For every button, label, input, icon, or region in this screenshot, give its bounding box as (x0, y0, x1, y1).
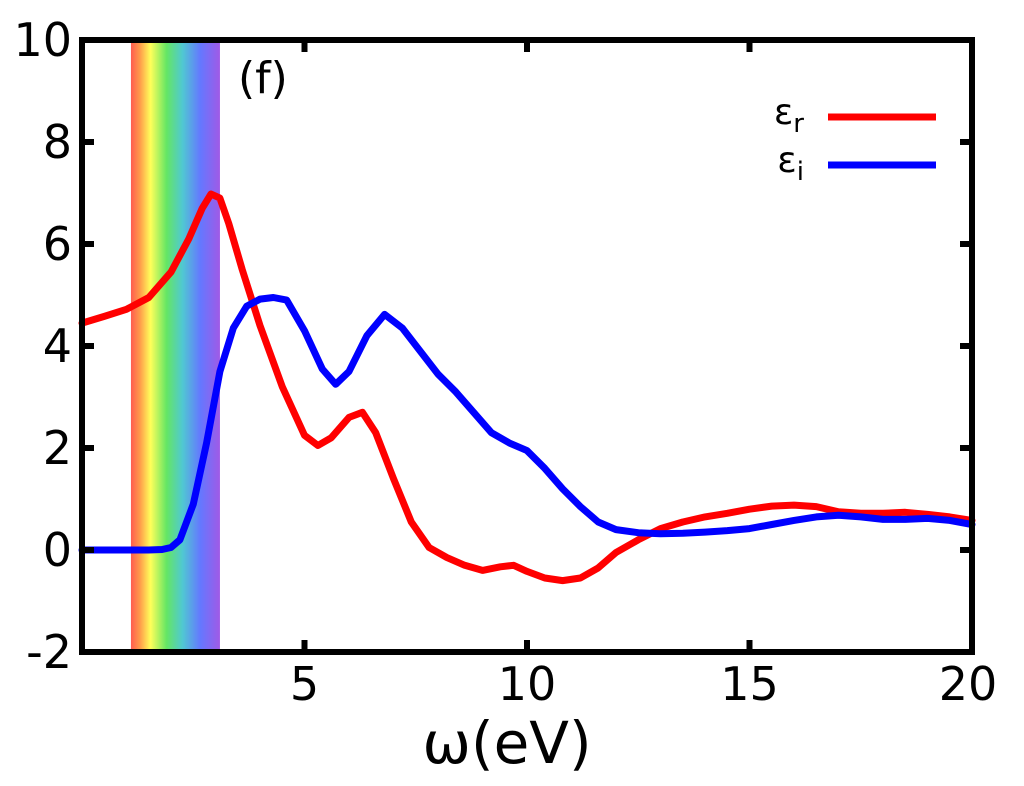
x-tick-label: 15 (720, 657, 779, 711)
series-line-er (78, 190, 976, 585)
legend: εr εi (774, 92, 936, 187)
x-axis-label: ω(eV) (422, 709, 591, 777)
x-tick-label: 10 (498, 657, 557, 711)
visible-spectrum-band (130, 40, 220, 652)
series-layer (78, 190, 976, 585)
labels-layer: -2 0 2 4 6 8 10 5 10 15 20 (13, 13, 997, 711)
y-tick-label: 10 (13, 13, 72, 67)
y-tick-label: 4 (43, 319, 72, 373)
legend-label-er: εr (774, 92, 804, 139)
panel-label: (f) (238, 53, 288, 104)
y-tick-label: 8 (43, 115, 72, 169)
x-tick-label: 5 (290, 657, 319, 711)
y-tick-label: 2 (43, 421, 72, 475)
series-line-ei (78, 294, 976, 554)
plot-frame (79, 37, 975, 655)
y-tick-label: -2 (26, 625, 72, 679)
x-tick-label: 20 (939, 657, 998, 711)
y-tick-label: 6 (43, 217, 72, 271)
y-tick-label: 0 (43, 523, 72, 577)
legend-label-ei: εi (777, 140, 804, 187)
